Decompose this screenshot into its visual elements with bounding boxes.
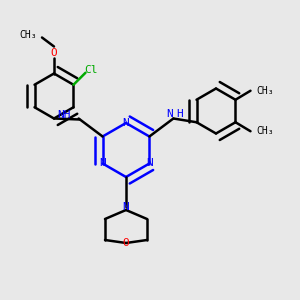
Text: O: O <box>123 238 129 248</box>
Text: N: N <box>123 202 129 212</box>
Text: CH₃: CH₃ <box>20 29 38 40</box>
Text: CH₃: CH₃ <box>256 126 274 136</box>
Text: NH: NH <box>58 110 71 121</box>
Text: O: O <box>51 47 57 58</box>
Text: H: H <box>176 109 183 119</box>
Text: N: N <box>167 109 173 119</box>
Text: N: N <box>146 158 153 169</box>
Text: N: N <box>99 158 106 169</box>
Text: Cl: Cl <box>85 65 98 75</box>
Text: CH₃: CH₃ <box>256 86 274 96</box>
Text: N: N <box>123 118 129 128</box>
